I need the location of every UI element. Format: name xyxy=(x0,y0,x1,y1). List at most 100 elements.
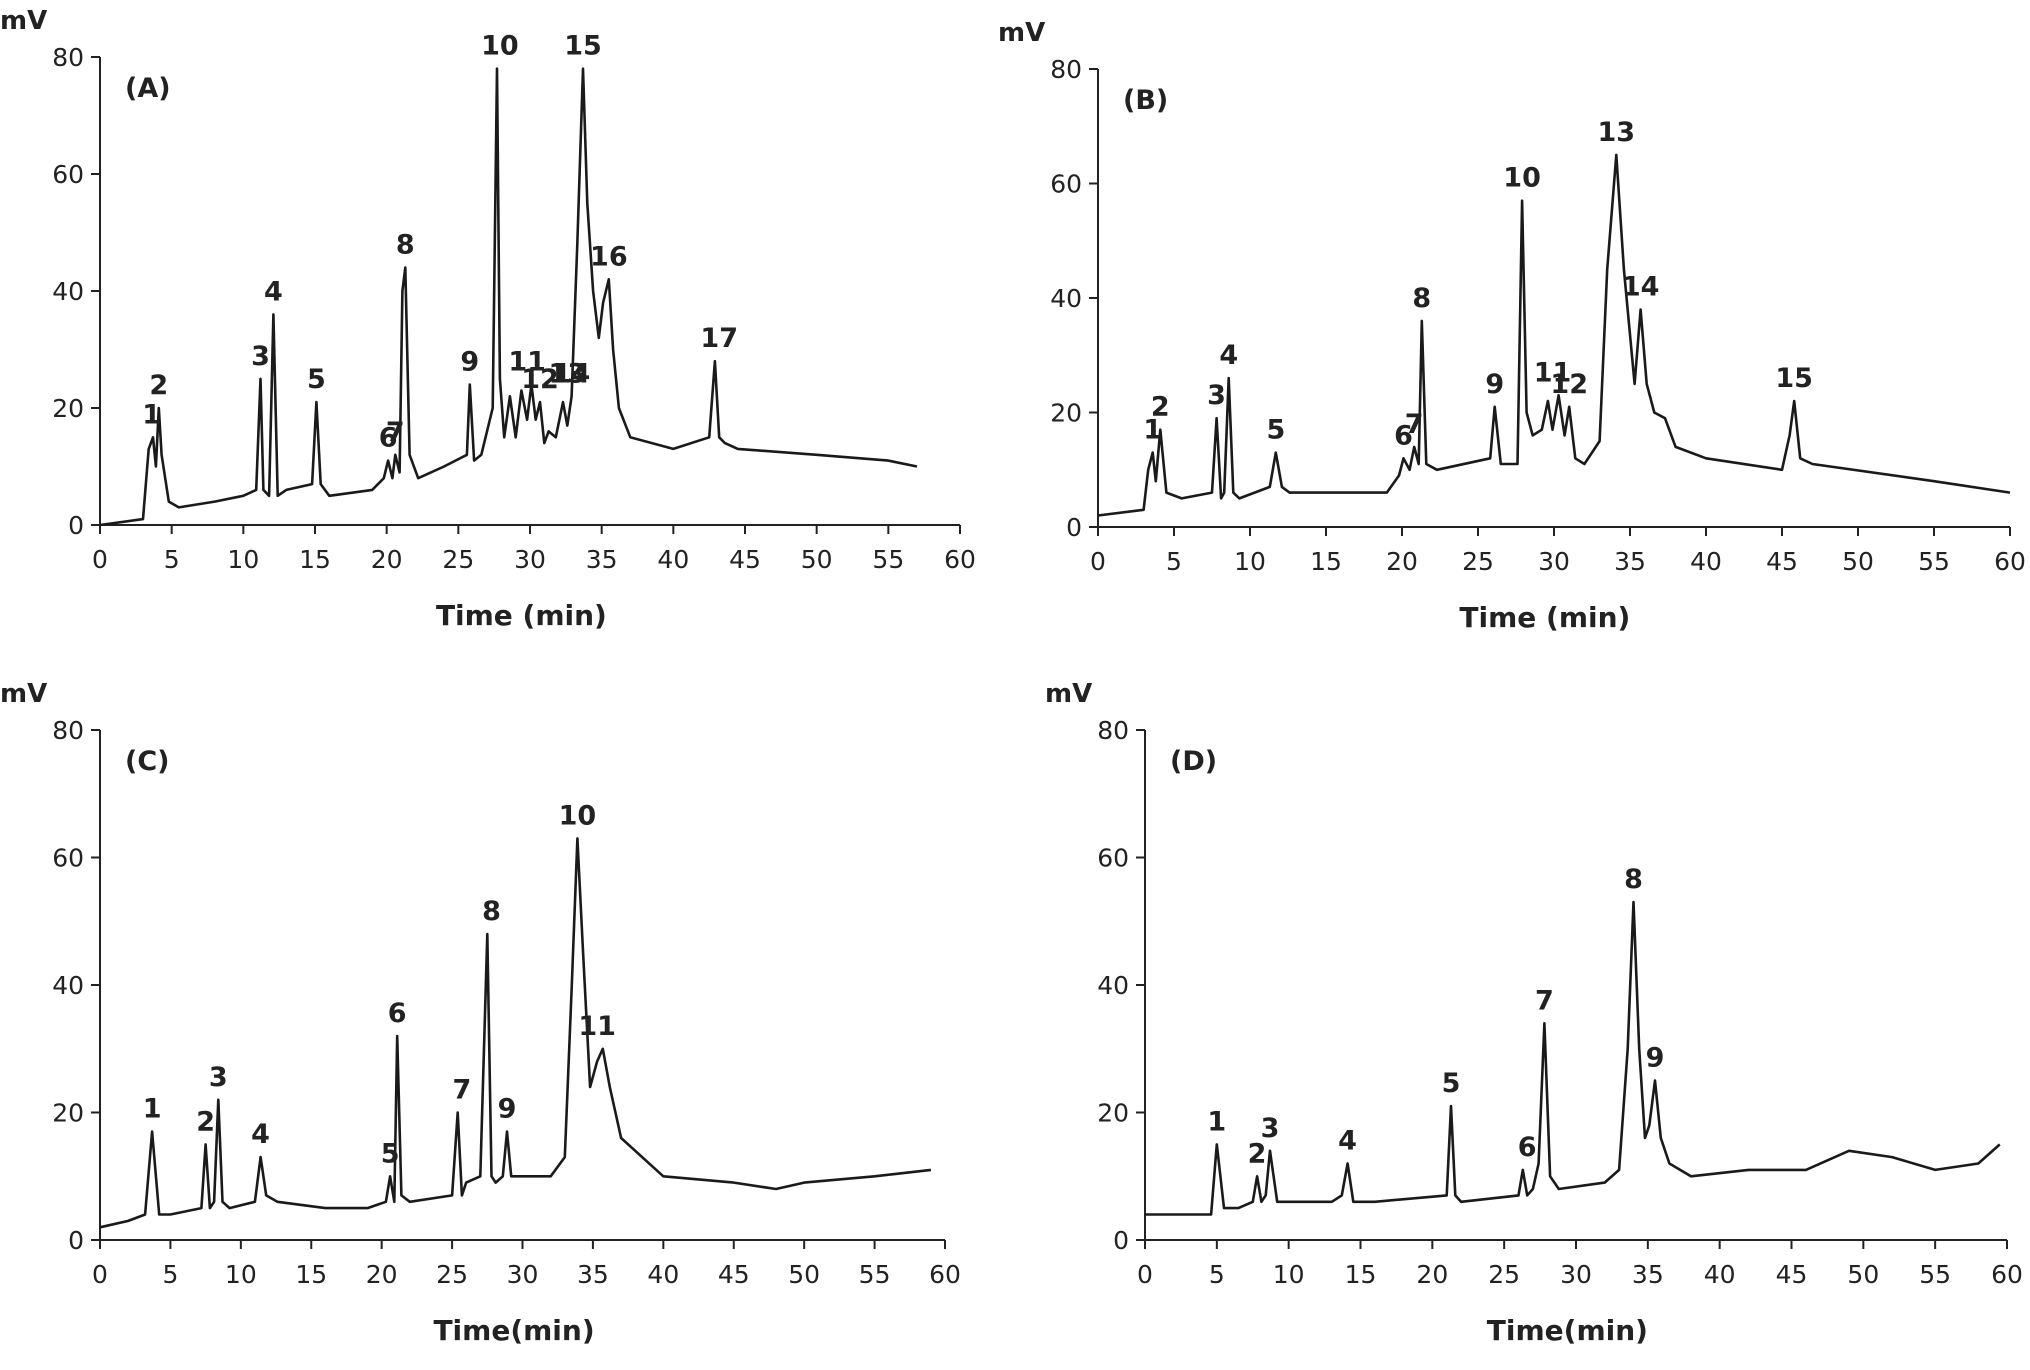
peak-label: 11 xyxy=(508,347,546,378)
x-tick-label: 45 xyxy=(729,545,761,574)
peak-label: 14 xyxy=(553,358,591,389)
peak-label: 2 xyxy=(149,370,168,401)
peak-label: 8 xyxy=(396,230,415,261)
y-tick-label: 0 xyxy=(68,511,84,540)
x-tick-label: 55 xyxy=(1918,547,1950,576)
peak-label: 7 xyxy=(1405,409,1424,440)
x-tick-label: 10 xyxy=(1234,547,1266,576)
x-tick-label: 50 xyxy=(1847,1260,1879,1289)
peak-label: 3 xyxy=(251,341,270,372)
y-tick-label: 0 xyxy=(1113,1226,1129,1255)
peak-label: 15 xyxy=(564,31,602,62)
x-tick-label: 60 xyxy=(1991,1260,2023,1289)
y-tick-label: 40 xyxy=(52,277,84,306)
x-tick-label: 20 xyxy=(1386,547,1418,576)
x-tick-label: 20 xyxy=(366,1260,398,1289)
peak-label: 4 xyxy=(264,276,283,307)
y-axis-unit-label: mV xyxy=(998,18,1045,48)
peak-label: 3 xyxy=(1207,380,1226,411)
peak-label: 1 xyxy=(143,1094,162,1125)
peak-label: 2 xyxy=(1151,392,1170,423)
peak-label: 1 xyxy=(1207,1106,1226,1137)
peak-label: 5 xyxy=(307,364,326,395)
x-tick-label: 45 xyxy=(1766,547,1798,576)
peak-label: 11 xyxy=(1534,357,1572,388)
peak-label: 16 xyxy=(590,241,628,272)
x-tick-label: 55 xyxy=(1919,1260,1951,1289)
peak-label: 10 xyxy=(1503,163,1541,194)
peak-label: 4 xyxy=(251,1119,270,1150)
peak-label: 6 xyxy=(1394,420,1413,451)
y-axis-unit-label: mV xyxy=(0,679,47,709)
y-tick-label: 60 xyxy=(52,844,84,873)
peak-label: 2 xyxy=(196,1106,215,1137)
peak-label: 7 xyxy=(1535,985,1554,1016)
y-tick-label: 0 xyxy=(68,1226,84,1255)
x-tick-label: 40 xyxy=(647,1260,679,1289)
chromatogram-trace xyxy=(99,837,932,1229)
panel-label: (C) xyxy=(125,746,170,777)
y-axis-unit-label: mV xyxy=(1045,679,1092,709)
peak-label: 6 xyxy=(388,998,407,1029)
x-tick-label: 15 xyxy=(1310,547,1342,576)
x-tick-label: 15 xyxy=(1345,1260,1377,1289)
x-tick-label: 15 xyxy=(299,545,331,574)
panel-label: (B) xyxy=(1123,85,1168,116)
x-tick-label: 40 xyxy=(1690,547,1722,576)
peak-label: 13 xyxy=(1598,117,1636,148)
x-tick-label: 10 xyxy=(1273,1260,1305,1289)
peak-label: 6 xyxy=(1518,1132,1537,1163)
chromatogram-trace xyxy=(1097,153,2011,517)
peak-label: 3 xyxy=(209,1062,228,1093)
x-tick-label: 10 xyxy=(227,545,259,574)
y-tick-label: 20 xyxy=(1050,399,1082,428)
y-tick-label: 20 xyxy=(1097,1099,1129,1128)
panel-label: (A) xyxy=(125,73,171,104)
y-tick-label: 40 xyxy=(1050,284,1082,313)
x-tick-label: 15 xyxy=(295,1260,327,1289)
peak-label: 8 xyxy=(482,896,501,927)
x-tick-label: 40 xyxy=(1704,1260,1736,1289)
y-tick-label: 80 xyxy=(52,43,84,72)
x-tick-label: 0 xyxy=(92,1260,108,1289)
chart-panel-a: 0 5 10 15 20 25 30 35 40 45 50 55 60 0 20 40 60 80 mV Time … xyxy=(0,0,1015,680)
panel-label: (D) xyxy=(1170,746,1217,777)
peak-label: 10 xyxy=(481,31,519,62)
chromatogram-trace xyxy=(1145,900,2001,1216)
y-tick-label: 0 xyxy=(1066,513,1082,542)
y-tick-label: 20 xyxy=(52,1099,84,1128)
peak-label: 17 xyxy=(700,323,738,354)
peak-label: 7 xyxy=(386,417,405,448)
x-tick-label: 55 xyxy=(859,1260,891,1289)
x-tick-label: 25 xyxy=(442,545,474,574)
peak-label: 4 xyxy=(1219,340,1238,371)
peak-label: 9 xyxy=(460,347,479,378)
peak-label: 6 xyxy=(379,423,398,454)
x-tick-label: 35 xyxy=(577,1260,609,1289)
x-tick-label: 0 xyxy=(92,545,108,574)
x-tick-label: 10 xyxy=(225,1260,257,1289)
peak-label: 9 xyxy=(1485,369,1504,400)
x-tick-label: 50 xyxy=(1842,547,1874,576)
x-tick-label: 5 xyxy=(164,545,180,574)
x-tick-label: 20 xyxy=(1416,1260,1448,1289)
peak-label: 8 xyxy=(1624,864,1643,895)
peak-label: 10 xyxy=(559,800,597,831)
peak-label: 9 xyxy=(1646,1043,1665,1074)
peak-label: 7 xyxy=(453,1075,472,1106)
peak-label: 14 xyxy=(1622,271,1660,302)
x-tick-label: 25 xyxy=(1462,547,1494,576)
x-tick-label: 35 xyxy=(586,545,618,574)
peak-label: 5 xyxy=(1266,415,1285,446)
x-tick-label: 45 xyxy=(1776,1260,1808,1289)
x-tick-label: 60 xyxy=(944,545,976,574)
peak-label: 1 xyxy=(1143,415,1162,446)
peak-label: 5 xyxy=(381,1138,400,1169)
x-tick-label: 60 xyxy=(1994,547,2026,576)
x-tick-label: 25 xyxy=(1488,1260,1520,1289)
